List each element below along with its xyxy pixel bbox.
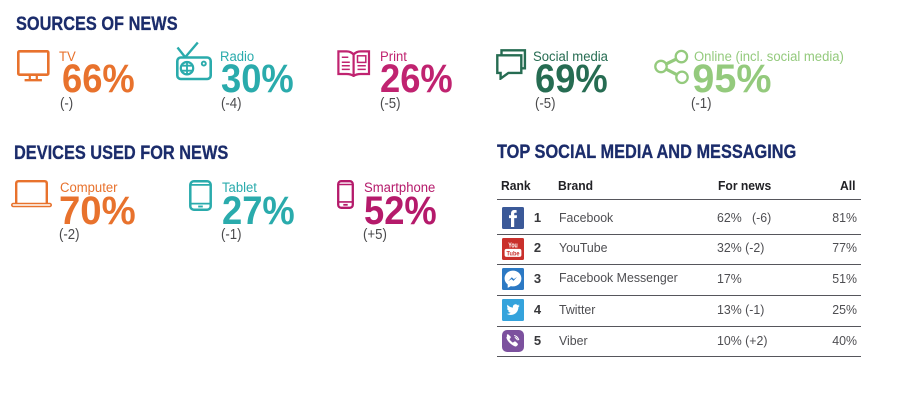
svg-text:Tube: Tube bbox=[506, 250, 519, 257]
svg-text:You: You bbox=[508, 240, 518, 249]
